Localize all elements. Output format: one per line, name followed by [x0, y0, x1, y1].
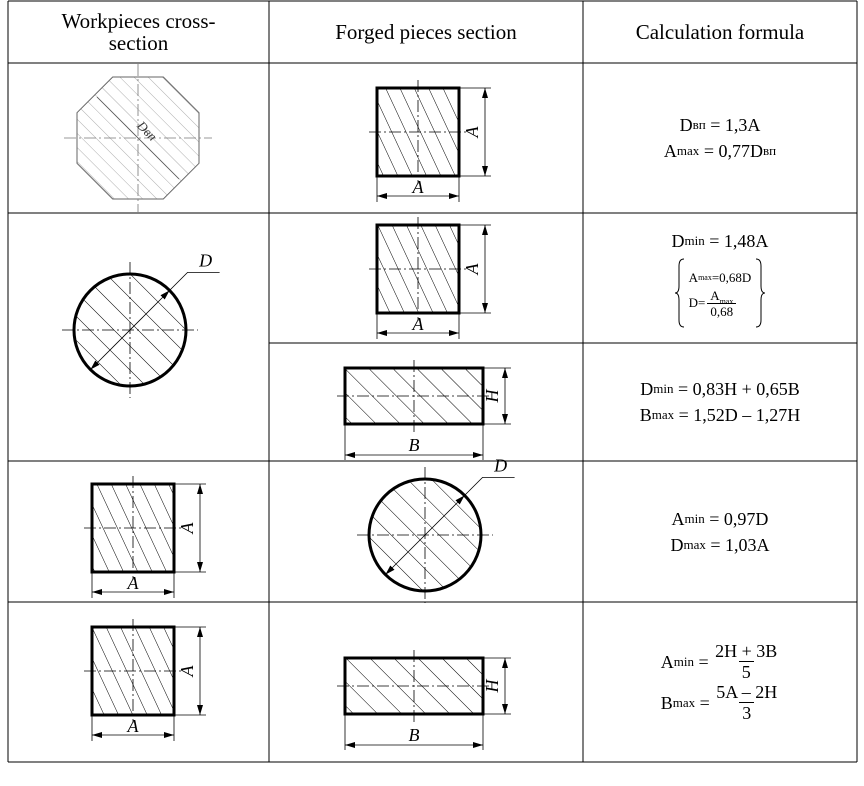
- formula-text: B: [639, 405, 652, 425]
- numerator: Amax: [710, 287, 734, 306]
- formula-text: A: [663, 141, 677, 161]
- formula-text: 2H + 3B: [715, 641, 778, 661]
- header-text: Workpieces cross-section: [61, 9, 216, 55]
- header-cell: Workpieces cross-section: [8, 1, 269, 63]
- dimension-label: B: [409, 435, 420, 455]
- formula-text: = 1,3A: [705, 115, 761, 135]
- formula-text: = 1,48A: [704, 231, 769, 251]
- formula-text: A: [688, 269, 699, 285]
- formula-text: =0,68D: [711, 269, 752, 285]
- dimension-label: A: [177, 665, 197, 678]
- formula-text: A: [710, 287, 720, 303]
- table-grid: [7, 0, 858, 763]
- formula-text: D=: [688, 295, 706, 310]
- formula-text: = 1,52D – 1,27H: [674, 405, 801, 425]
- dimension-label: A: [127, 716, 140, 736]
- formula-text: = 0,77D: [699, 141, 763, 161]
- formula-text: A: [660, 651, 674, 672]
- brace: [674, 258, 684, 328]
- dimension-label: H: [482, 389, 502, 404]
- formula-text: 0,68: [710, 303, 734, 319]
- formula-text: 5: [741, 662, 751, 682]
- fraction: 2H + 3B 5: [715, 641, 777, 682]
- dimension-line: [385, 495, 465, 575]
- dimension-label: A: [412, 177, 425, 197]
- formula-text: D: [640, 379, 654, 399]
- dimension-label: A: [127, 573, 140, 593]
- formula-text: D: [679, 115, 693, 135]
- fraction: 5A – 2H 3: [716, 682, 777, 723]
- formula-text: A: [671, 508, 685, 529]
- brace-path: [756, 258, 766, 328]
- fraction: Amax 0,68: [707, 287, 737, 319]
- dimension-label: B: [409, 725, 420, 745]
- header-cell: Forged pieces section: [269, 1, 583, 63]
- brace: [756, 258, 766, 328]
- denominator: 5: [738, 661, 754, 682]
- dimension-label: A: [462, 263, 482, 276]
- denominator: 3: [739, 702, 755, 723]
- dimension-label: A: [177, 522, 197, 535]
- dimension-label: D: [493, 455, 507, 475]
- denominator: 0,68: [707, 302, 737, 319]
- formula-text: 3: [742, 703, 752, 723]
- formula-text: B: [660, 692, 673, 713]
- formula-subscript: max: [719, 296, 734, 306]
- header-cell: Calculation formula: [583, 1, 857, 63]
- dimension-line: [90, 290, 170, 370]
- brace-path: [674, 258, 684, 328]
- dimension-label: A: [412, 314, 425, 334]
- header-text: Forged pieces section: [335, 20, 517, 44]
- leader-line: [169, 272, 220, 291]
- formula-text: =: [695, 692, 715, 713]
- leader-line: [464, 477, 515, 496]
- dimension-label: A: [462, 126, 482, 139]
- numerator: 2H + 3B: [715, 641, 777, 661]
- dimension-label: H: [482, 679, 502, 694]
- formula-text: D: [671, 231, 685, 251]
- formula-text: = 1,03A: [705, 534, 770, 555]
- numerator: 5A – 2H: [716, 682, 777, 702]
- formula-text: 5A – 2H: [716, 682, 778, 702]
- formula-text: = 0,97D: [704, 508, 769, 529]
- formula-text: D: [670, 534, 684, 555]
- formula-text: =: [693, 651, 714, 672]
- header-text: Calculation formula: [635, 20, 805, 44]
- dimension-label: D: [198, 250, 212, 270]
- formula: D= Amax 0,68: [689, 288, 738, 319]
- dimension-line: [96, 96, 180, 180]
- formula-text: = 0,83H + 0,65B: [673, 379, 800, 399]
